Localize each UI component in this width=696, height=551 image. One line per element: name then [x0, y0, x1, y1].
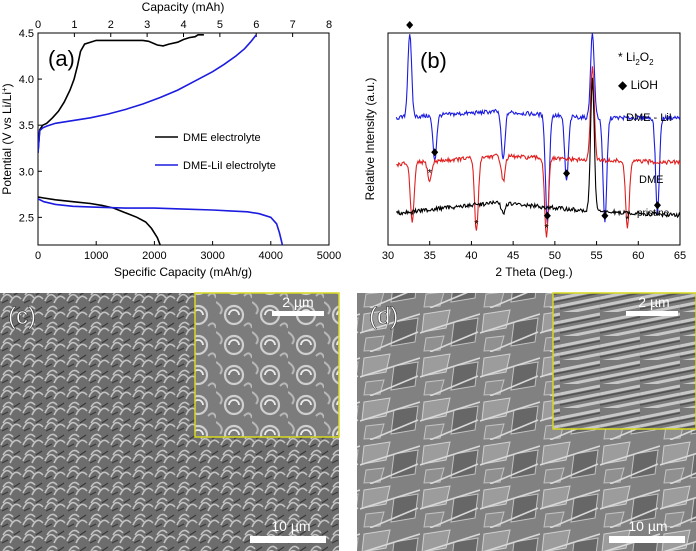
series-label-dme: DME	[639, 174, 663, 186]
panel-a-label: (a)	[48, 46, 75, 71]
scale-label-c: 10 µm	[271, 518, 310, 534]
y-tick-label: 4.5	[19, 28, 34, 40]
li2o2-sub1: 2	[635, 58, 640, 67]
lioh-marker	[431, 148, 439, 157]
x2-tick-label: 4	[180, 19, 186, 31]
x-tick-label: 4000	[259, 250, 283, 262]
y-tick-label: 2.5	[19, 212, 34, 224]
scale-label-c-inset: 2 µm	[282, 294, 313, 310]
panel-c: (c) 2 µm 10 µm	[0, 292, 340, 551]
x2-tick-label: 2	[108, 19, 114, 31]
x-tick-label: 5000	[317, 250, 341, 262]
panel-c-label: (c)	[8, 303, 36, 330]
x2-tick-label: 7	[290, 19, 296, 31]
panel-d-label: (d)	[369, 303, 398, 330]
xrd-series-dme-lii	[395, 33, 680, 224]
series-dme-charge	[38, 34, 204, 153]
x2-tick-label: 8	[326, 19, 332, 31]
y-title-main: Potential (V vs Li/Li	[0, 92, 14, 195]
scale-bar-c	[250, 536, 326, 543]
xrd-series-dme	[396, 66, 680, 238]
x-tick-label: 35	[424, 250, 436, 262]
li2o2-part1: * Li	[618, 50, 635, 64]
panel-a-curves	[38, 34, 284, 245]
series-label-pristine: pristine	[637, 208, 670, 219]
legend-lioh: ◆ LiOH	[618, 78, 658, 92]
x-tick-label: 1000	[84, 250, 108, 262]
xrd-series-pristine	[395, 77, 680, 219]
li2o2-marker: *	[625, 214, 630, 226]
panel-b-label: (b)	[420, 48, 447, 73]
y-tick-label: 3.5	[19, 120, 34, 132]
sem-inset-c	[194, 292, 340, 438]
panel-a-legend: DME electrolyte DME-LiI electrolyte	[155, 132, 276, 172]
x2-tick-label: 5	[217, 19, 223, 31]
series-label-dme-lii: DME - LiI	[626, 112, 672, 124]
panel-b-y-title: Relative Intensity (a.u.)	[363, 78, 377, 201]
y-title-sup: +	[0, 87, 9, 92]
lioh-marker	[653, 201, 661, 210]
x2-tick-label: 1	[71, 19, 77, 31]
x-tick-label: 40	[465, 250, 477, 262]
panel-a-x-title: Specific Capacity (mAh/g)	[114, 265, 252, 279]
li2o2-part2: O	[640, 50, 649, 64]
lioh-marker	[563, 169, 571, 178]
li2o2-sub2: 2	[649, 58, 654, 67]
li2o2-marker: *	[410, 210, 415, 222]
scale-label-d-inset: 2 µm	[638, 294, 669, 310]
x-tick-label: 45	[507, 250, 519, 262]
panel-b-frame	[387, 32, 681, 246]
x-tick-label: 3000	[200, 250, 224, 262]
x-tick-label: 65	[674, 250, 686, 262]
li2o2-marker: *	[428, 167, 433, 179]
li2o2-marker: *	[474, 218, 479, 230]
panel-b-markers: * * * * *	[406, 21, 661, 235]
x-tick-label: 50	[549, 250, 561, 262]
x-tick-label: 2000	[142, 250, 166, 262]
scale-bar-c-inset	[272, 311, 324, 316]
panel-a-y-title: Potential (V vs Li/Li+)	[0, 83, 14, 194]
y-title-end: )	[0, 83, 14, 87]
x2-tick-label: 0	[35, 19, 41, 31]
legend-label-dme: DME electrolyte	[183, 132, 261, 144]
li2o2-marker: *	[544, 223, 549, 235]
scale-bar-d	[609, 536, 685, 543]
x2-tick-label: 6	[253, 19, 259, 31]
panel-b: 30 35 40 45 50 55 60 65 * * * * * (b) 2 Theta (Deg.…	[363, 21, 686, 279]
legend-label-lii: DME-LiI electrolyte	[183, 160, 276, 172]
lioh-marker	[601, 211, 609, 220]
lioh-marker	[543, 211, 551, 220]
scale-bar-d-inset	[626, 311, 678, 316]
panel-d: (d) 2 µm 10 µm	[357, 292, 696, 551]
x-tick-label: 60	[632, 250, 644, 262]
series-lii-charge	[38, 34, 257, 153]
legend-li2o2: * Li2O2	[618, 50, 654, 67]
x-tick-label: 0	[35, 250, 41, 262]
y-tick-label: 3.0	[19, 166, 34, 178]
panel-b-ticks: 30 35 40 45 50 55 60 65	[382, 241, 686, 262]
panel-a-top-axis-title: Capacity (mAh)	[142, 0, 225, 14]
series-lii-discharge	[38, 198, 284, 245]
x-tick-label: 30	[382, 250, 394, 262]
scale-label-d: 10 µm	[628, 518, 667, 534]
x-tick-label: 55	[590, 250, 602, 262]
x2-tick-label: 3	[144, 19, 150, 31]
y-tick-label: 4.0	[19, 74, 34, 86]
panel-b-x-title: 2 Theta (Deg.)	[495, 265, 572, 279]
panel-b-curves	[395, 33, 680, 238]
lioh-marker	[406, 21, 414, 29]
